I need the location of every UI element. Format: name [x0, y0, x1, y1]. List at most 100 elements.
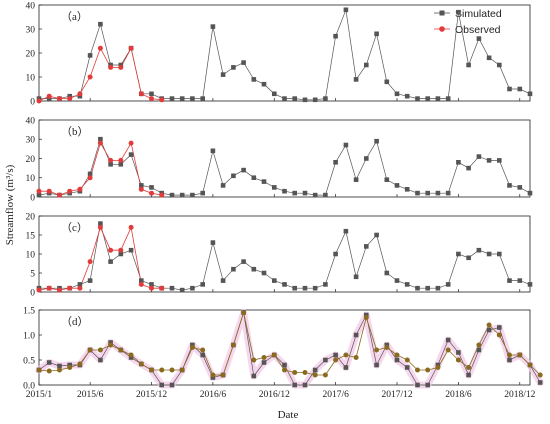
- observed-point: [333, 357, 339, 363]
- simulated-point: [292, 382, 297, 388]
- observed-point: [87, 259, 93, 265]
- simulated-point: [435, 190, 441, 196]
- simulated-point: [108, 340, 113, 345]
- simulated-point: [98, 21, 103, 27]
- simulated-point: [527, 91, 533, 97]
- observed-point: [363, 315, 369, 320]
- observed-point: [507, 352, 512, 358]
- y-axis-label: Streamflow (m³/s): [4, 164, 16, 245]
- simulated-point: [466, 372, 471, 378]
- y-tick-label: 20: [26, 155, 36, 165]
- simulated-point: [251, 373, 257, 379]
- simulated-point: [312, 97, 318, 103]
- observed-point: [353, 355, 359, 360]
- simulated-point: [149, 91, 154, 97]
- observed-point: [138, 186, 144, 192]
- legend-simulated-label: Simulated: [455, 8, 502, 20]
- simulated-point: [435, 285, 441, 291]
- observed-point: [312, 372, 318, 378]
- simulated-point: [128, 152, 134, 157]
- y-tick-label: 0: [30, 193, 35, 203]
- simulated-point: [77, 282, 83, 287]
- simulated-point: [272, 91, 277, 97]
- simulated-point: [507, 183, 512, 188]
- simulated-point: [476, 154, 482, 159]
- simulated-point: [353, 77, 359, 82]
- panel-label: （d）: [61, 315, 89, 328]
- observed-point: [67, 188, 73, 194]
- observed-point: [374, 347, 380, 353]
- simulated-point: [466, 165, 471, 171]
- simulated-point: [190, 285, 195, 291]
- simulated-point: [466, 255, 471, 261]
- simulated-point: [394, 357, 400, 363]
- simulated-point: [445, 190, 451, 196]
- simulated-point: [251, 266, 257, 272]
- observed-point: [189, 345, 195, 350]
- y-tick-label: 30: [26, 136, 36, 146]
- y-tick-label: 10: [26, 250, 36, 260]
- simulated-point: [425, 285, 430, 291]
- simulated-point: [435, 96, 441, 101]
- simulated-point: [57, 363, 62, 369]
- simulated-point: [241, 259, 246, 264]
- simulated-point: [98, 221, 103, 226]
- observed-point: [210, 372, 216, 378]
- simulated-point: [210, 375, 216, 380]
- simulated-point: [302, 382, 308, 388]
- observed-point: [159, 285, 165, 291]
- simulated-point: [415, 190, 420, 196]
- observed-point: [57, 192, 62, 198]
- simulated-point: [200, 96, 205, 101]
- observed-point: [46, 285, 52, 291]
- observed-point: [57, 287, 62, 293]
- observed-point: [87, 347, 93, 353]
- panel-2: （b） 0 10 20 30 40: [26, 116, 533, 203]
- simulated-point: [353, 177, 359, 182]
- observed-point: [466, 365, 472, 370]
- observed-point: [149, 190, 154, 196]
- simulated-point: [231, 266, 236, 272]
- observed-point: [517, 352, 523, 358]
- simulated-point: [374, 232, 379, 238]
- simulated-point: [98, 136, 103, 142]
- simulated-point: [220, 183, 226, 188]
- simulated-point: [149, 185, 154, 190]
- legend-simulated-marker: [439, 10, 445, 16]
- simulated-point: [456, 160, 461, 165]
- simulated-point: [343, 228, 349, 234]
- simulated-point: [415, 285, 420, 291]
- simulated-point: [261, 360, 267, 365]
- series-glow: [35, 309, 544, 389]
- observed-point: [149, 96, 154, 102]
- x-tick-label: 2018/6: [445, 390, 472, 400]
- x-axis-label: Date: [278, 409, 299, 421]
- simulated-point: [343, 7, 349, 13]
- observed-point: [77, 361, 83, 367]
- simulated-point: [527, 190, 533, 196]
- simulated-point: [394, 91, 400, 97]
- observed-point: [118, 347, 124, 353]
- observed-point: [36, 188, 42, 194]
- simulated-point: [200, 352, 205, 358]
- simulated-point: [179, 192, 185, 198]
- simulated-point: [404, 365, 410, 370]
- observed-point: [67, 365, 73, 370]
- y-tick-label: 1.0: [23, 331, 35, 341]
- simulated-point: [394, 183, 400, 188]
- simulated-point: [241, 60, 246, 65]
- panel-label: （c）: [61, 221, 88, 234]
- simulated-point: [323, 282, 328, 287]
- simulated-point: [476, 347, 482, 353]
- simulated-point: [333, 160, 338, 165]
- simulated-point: [497, 251, 502, 257]
- simulated-point: [108, 259, 113, 264]
- simulated-point: [415, 96, 420, 101]
- simulated-point: [404, 187, 410, 192]
- simulated-point: [292, 96, 297, 101]
- simulated-point: [537, 380, 543, 385]
- observed-point: [292, 370, 298, 375]
- simulated-point: [302, 97, 308, 103]
- simulated-point: [36, 192, 42, 198]
